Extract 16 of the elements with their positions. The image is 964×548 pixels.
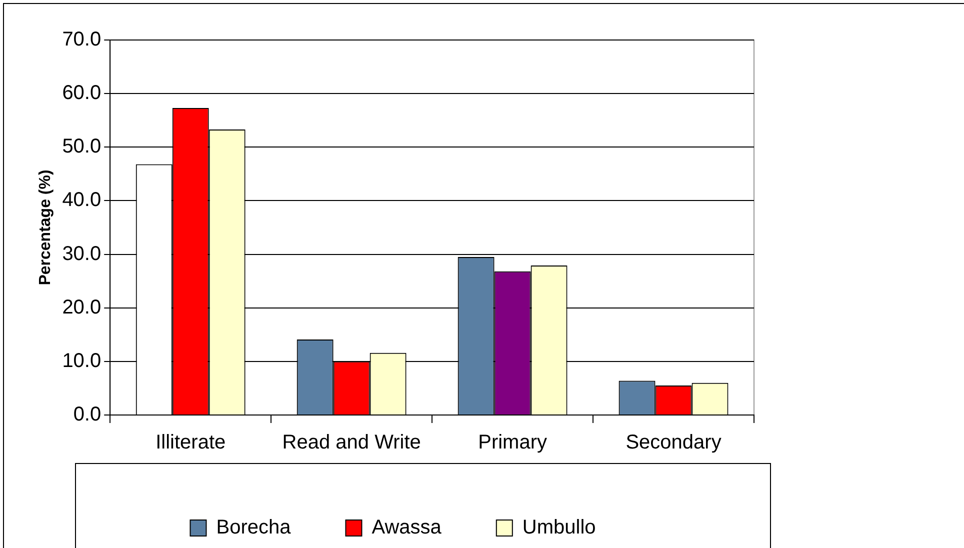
x-tick-label: Read and Write: [282, 432, 421, 454]
y-tick-label: 0.0: [73, 404, 102, 426]
y-axis-title: Percentage (%): [37, 170, 54, 286]
y-tick-label: 10.0: [62, 350, 102, 372]
legend-label: Borecha: [216, 516, 292, 539]
x-tick-label: Illiterate: [156, 432, 226, 454]
y-tick-label: 70.0: [62, 28, 102, 51]
y-tick-label: 60.0: [62, 82, 102, 104]
legend-label: Umbullo: [522, 516, 596, 539]
y-tick-label: 50.0: [62, 136, 102, 158]
y-tick-label: 20.0: [62, 296, 102, 318]
legend-label: Awassa: [372, 516, 442, 539]
x-tick-label: Secondary: [626, 432, 722, 454]
y-tick-label: 40.0: [62, 189, 102, 212]
x-tick-label: Primary: [478, 432, 547, 454]
y-tick-label: 30.0: [62, 242, 102, 265]
